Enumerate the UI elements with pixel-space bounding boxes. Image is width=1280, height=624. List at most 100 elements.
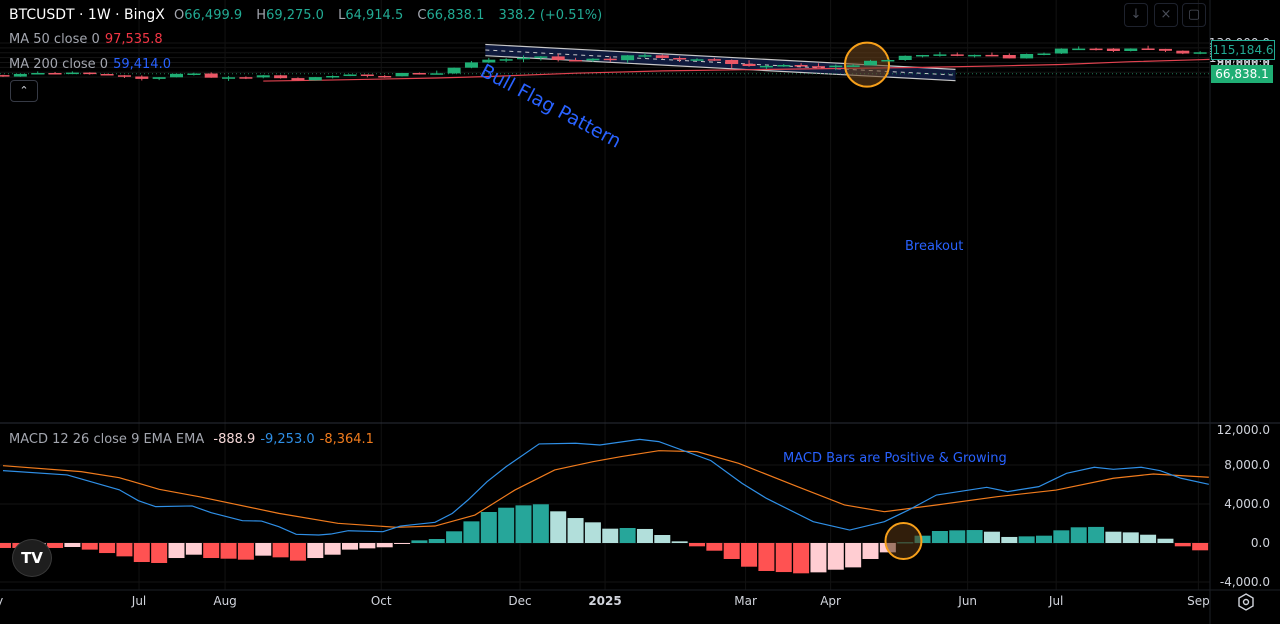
macd-histogram-bar[interactable] — [0, 543, 11, 548]
macd-histogram-bar[interactable] — [689, 543, 705, 547]
candle-bearish[interactable] — [655, 54, 669, 59]
candle-bearish[interactable] — [100, 73, 114, 76]
candle-bullish[interactable] — [621, 54, 635, 63]
macd-legend[interactable]: MACD 12 26 close 9 EMA EMA -888.9 -9,253.… — [9, 432, 379, 447]
candle-bullish[interactable] — [447, 67, 461, 74]
ma50-legend[interactable]: MA 50 close 0 97,535.8 — [9, 32, 168, 47]
macd-histogram-bar[interactable] — [1088, 526, 1105, 543]
candle-bearish[interactable] — [725, 59, 739, 69]
macd-histogram-bar[interactable] — [359, 543, 376, 549]
candle-bearish[interactable] — [1141, 45, 1155, 50]
candle-bearish[interactable] — [673, 56, 687, 62]
candle-bearish[interactable] — [794, 63, 808, 67]
macd-histogram-bar[interactable] — [47, 543, 64, 548]
candle-bullish[interactable] — [1020, 53, 1034, 59]
macd-crossover-circle[interactable] — [884, 522, 923, 561]
macd-histogram-bar[interactable] — [81, 543, 98, 550]
candle-bearish[interactable] — [1158, 48, 1172, 52]
candle-bullish[interactable] — [968, 54, 982, 58]
candle-bullish[interactable] — [916, 54, 930, 58]
macd-histogram-bar[interactable] — [983, 531, 1000, 543]
macd-histogram-bar[interactable] — [99, 543, 116, 554]
macd-histogram-bar[interactable] — [168, 543, 185, 559]
candle-bearish[interactable] — [274, 74, 288, 79]
macd-histogram-bar[interactable] — [810, 543, 827, 573]
macd-histogram-bar[interactable] — [1053, 530, 1070, 543]
macd-histogram-bar[interactable] — [1001, 536, 1018, 543]
candle-bullish[interactable] — [517, 55, 530, 63]
candle-bullish[interactable] — [638, 52, 652, 58]
macd-histogram-bar[interactable] — [498, 507, 515, 543]
candle-bullish[interactable] — [308, 76, 322, 81]
candle-bullish[interactable] — [170, 73, 183, 78]
macd-histogram-bar[interactable] — [151, 543, 168, 563]
scroll-down-button[interactable]: ↓ — [1124, 3, 1148, 27]
candle-bearish[interactable] — [985, 52, 999, 57]
candle-bullish[interactable] — [690, 58, 704, 61]
candle-bullish[interactable] — [1072, 46, 1086, 51]
candle-bullish[interactable] — [152, 77, 166, 81]
candle-bearish[interactable] — [360, 74, 374, 78]
candle-bullish[interactable] — [430, 70, 444, 75]
macd-histogram-bar[interactable] — [133, 543, 150, 563]
candle-bullish[interactable] — [933, 51, 947, 57]
macd-histogram-bar[interactable] — [602, 528, 619, 543]
macd-histogram-bar[interactable] — [671, 541, 688, 543]
macd-histogram-bar[interactable] — [342, 543, 358, 550]
macd-histogram-bar[interactable] — [1209, 543, 1226, 549]
macd-histogram-bar[interactable] — [966, 530, 983, 543]
macd-histogram-bar[interactable] — [376, 543, 393, 548]
candle-bullish[interactable] — [395, 72, 409, 77]
candle-bullish[interactable] — [759, 64, 773, 70]
macd-histogram-bar[interactable] — [706, 543, 723, 551]
candle-bullish[interactable] — [65, 71, 79, 75]
macd-histogram-bar[interactable] — [845, 543, 862, 568]
candle-bearish[interactable] — [291, 77, 305, 81]
candle-bullish[interactable] — [31, 71, 45, 75]
macd-histogram-bar[interactable] — [446, 531, 463, 543]
macd-histogram-bar[interactable] — [237, 543, 254, 560]
candle-bullish[interactable] — [864, 59, 877, 66]
macd-histogram-bar[interactable] — [463, 521, 480, 543]
macd-histogram-bar[interactable] — [1122, 532, 1139, 543]
candle-bearish[interactable] — [707, 57, 721, 61]
candle-bullish[interactable] — [586, 58, 600, 62]
macd-note-label[interactable]: MACD Bars are Positive & Growing — [783, 451, 1007, 466]
tradingview-logo[interactable]: TV — [12, 539, 52, 577]
macd-histogram-bar[interactable] — [1018, 536, 1035, 543]
macd-histogram-bar[interactable] — [914, 535, 931, 543]
collapse-legend-button[interactable]: ⌃ — [10, 80, 38, 102]
candle-bearish[interactable] — [950, 52, 964, 57]
candle-bearish[interactable] — [135, 75, 149, 81]
macd-histogram-bar[interactable] — [116, 543, 133, 557]
candle-bearish[interactable] — [83, 72, 97, 75]
macd-histogram-bar[interactable] — [931, 531, 948, 543]
macd-histogram-bar[interactable] — [411, 540, 428, 543]
candle-bullish[interactable] — [326, 75, 340, 79]
macd-histogram-bar[interactable] — [324, 543, 341, 555]
candle-bullish[interactable] — [13, 73, 27, 77]
macd-histogram-bar[interactable] — [532, 504, 549, 543]
macd-histogram-bar[interactable] — [949, 530, 966, 543]
candle-bullish[interactable] — [534, 55, 548, 61]
macd-histogram-bar[interactable] — [654, 535, 671, 543]
collapse-pane-button[interactable]: × — [1154, 3, 1178, 27]
candle-bearish[interactable] — [551, 53, 565, 62]
candle-bullish[interactable] — [1037, 52, 1051, 56]
macd-histogram-bar[interactable] — [1157, 538, 1174, 543]
candle-bullish[interactable] — [846, 64, 860, 67]
macd-histogram-bar[interactable] — [1192, 543, 1209, 551]
candle-bearish[interactable] — [1106, 48, 1120, 52]
macd-histogram-bar[interactable] — [550, 511, 567, 543]
candle-bearish[interactable] — [742, 60, 756, 67]
candle-bullish[interactable] — [343, 74, 357, 77]
candle-bearish[interactable] — [1002, 53, 1016, 59]
candle-bullish[interactable] — [499, 58, 513, 63]
candle-bearish[interactable] — [811, 63, 825, 68]
candle-bullish[interactable] — [1054, 48, 1068, 54]
macd-histogram-bar[interactable] — [289, 543, 306, 561]
fullscreen-button[interactable]: ▢ — [1182, 3, 1206, 27]
macd-histogram-bar[interactable] — [1105, 531, 1122, 543]
candle-bearish[interactable] — [204, 72, 218, 78]
macd-line[interactable] — [2, 438, 1209, 536]
